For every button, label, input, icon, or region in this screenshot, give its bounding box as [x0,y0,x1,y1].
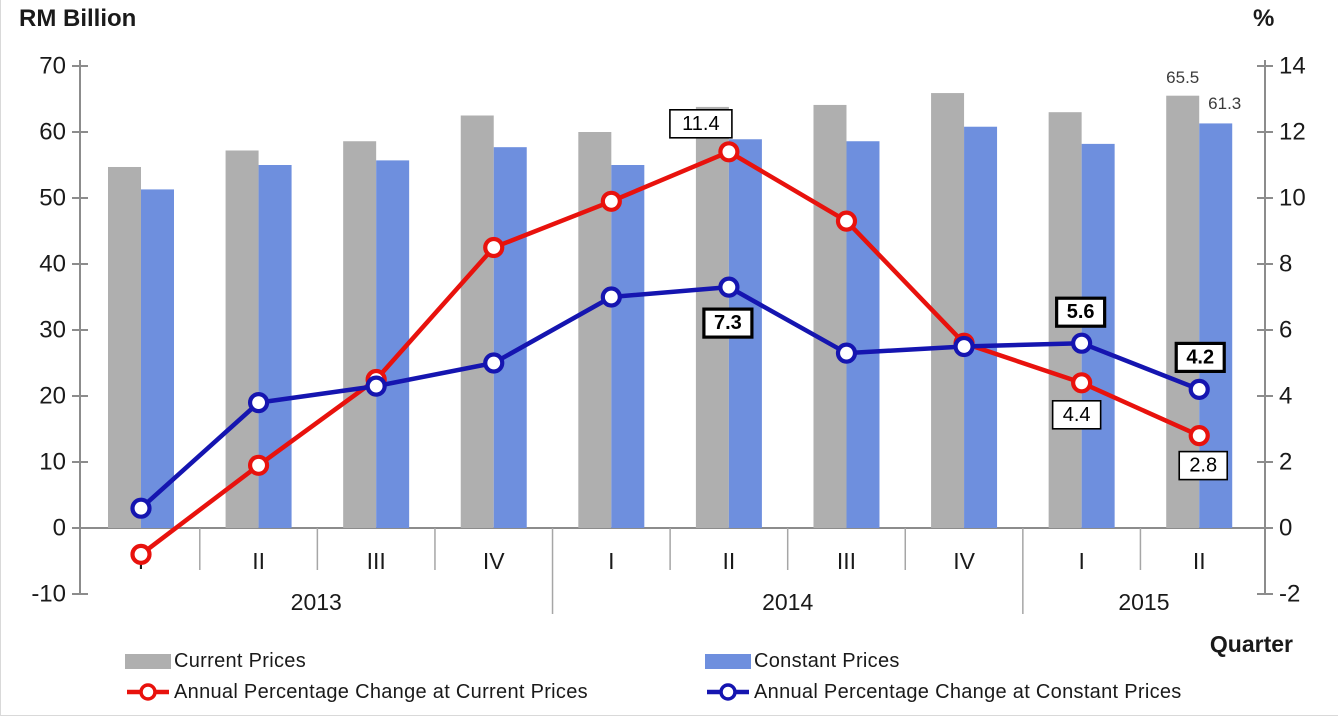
data-point-marker [1188,378,1210,400]
data-point-marker [1188,425,1210,447]
right-tick-label: 2 [1279,449,1292,476]
data-callouts: 11.4 7.3 5.6 4.4 4.2 2.8 65.5 61.3 [669,68,1241,481]
year-label: 2015 [1118,589,1169,615]
quarter-tick-label: I [608,548,614,574]
bar [141,189,174,529]
quarter-tick-label: II [1193,548,1206,574]
quarter-tick-label: IV [483,548,505,574]
left-tick-label: 50 [39,185,66,212]
bar-value-label: 65.5 [1166,68,1199,87]
left-tick-label: 30 [39,317,66,344]
year-label: 2014 [762,589,813,615]
legend-item-current-prices: Current Prices [125,649,306,673]
right-tick-label: -2 [1279,581,1300,608]
bar [813,104,847,528]
data-point-marker [835,342,858,364]
bar [964,126,998,528]
right-axis-title: % [1253,5,1275,32]
quarter-tick-label: IV [953,548,975,574]
bar-value-label: 61.3 [1208,94,1241,113]
right-tick-label: 4 [1279,383,1292,410]
data-point-marker [1071,332,1093,354]
right-tick-label: 0 [1279,515,1292,542]
x-axis: IIIIIIIVIIIIIIIVIII201320142015 [80,527,1265,615]
left-axis-title: RM Billion [19,5,137,32]
current-prices-swatch [125,653,171,669]
left-tick-label: -10 [31,581,66,608]
data-point-marker [247,454,270,476]
right-tick-label: 6 [1279,317,1292,344]
legend-label: Annual Percentage Change at Constant Pri… [754,680,1182,703]
data-point-marker [835,210,858,232]
legend-label: Current Prices [174,649,307,672]
left-tick-label: 40 [39,251,66,278]
bar [611,165,645,528]
bar [376,160,410,528]
axis-right: -2 0 2 4 6 8 10 12 14 [1257,53,1306,608]
left-tick-label: 70 [39,53,66,80]
x-axis-title: Quarter [1209,631,1293,657]
data-point-marker [600,286,622,308]
data-point-marker [483,236,505,259]
data-point-marker [130,497,152,519]
right-tick-label: 8 [1279,251,1292,278]
callout-value: 5.6 [1067,301,1095,323]
callout-value: 4.4 [1063,404,1091,426]
constant-prices-swatch [705,653,751,669]
legend-label: Constant Prices [754,649,900,672]
data-point-marker [953,335,975,358]
callout-box [1051,399,1102,430]
right-tick-label: 10 [1279,185,1306,212]
left-tick-label: 10 [39,449,66,476]
data-point-marker [718,276,740,298]
left-tick-label: 20 [39,383,66,410]
bar [108,166,141,529]
legend-item-constant-prices: Constant Prices [705,649,900,673]
bar [578,132,612,528]
bar [460,115,494,528]
callout-value: 7.3 [714,312,742,334]
callout-box [669,109,733,139]
legend-item-pct-change-constant: Annual Percentage Change at Constant Pri… [705,680,1182,704]
line-marker-swatch [707,683,749,701]
line-pct-change-current [130,141,1210,566]
callout-box [1178,450,1229,481]
quarter-tick-label: I [1078,548,1084,574]
quarter-tick-label: III [837,548,856,574]
bar [343,141,377,529]
callout-value: 4.2 [1186,346,1214,368]
data-point-marker [718,141,740,163]
legend-item-pct-change-current: Annual Percentage Change at Current Pric… [125,680,588,704]
legend-label: Annual Percentage Change at Current Pric… [174,680,588,703]
line-marker-swatch [127,683,169,701]
quarter-tick-label: III [367,548,386,574]
data-point-marker [483,352,505,374]
callout-box [1055,296,1107,328]
callout-box [702,307,754,339]
bar [846,141,880,529]
data-point-marker [130,543,152,566]
callout-value: 2.8 [1189,455,1217,477]
callout-box [1174,341,1226,373]
data-point-marker [1071,372,1093,394]
quarter-tick-label: II [723,548,736,574]
left-tick-label: 0 [53,515,66,542]
quarter-tick-label: II [252,548,265,574]
left-tick-label: 60 [39,119,66,146]
right-tick-label: 12 [1279,119,1306,146]
data-point-marker [600,190,622,212]
data-point-marker [365,375,387,397]
callout-value: 11.4 [682,113,719,135]
bar [493,147,527,528]
axis-left: -10 0 10 20 30 40 50 60 70 [31,53,88,608]
data-point-marker [247,392,270,414]
bar [931,93,965,528]
right-tick-label: 14 [1279,53,1306,80]
year-label: 2013 [291,589,342,615]
line-pct-change-constant [130,276,1210,519]
